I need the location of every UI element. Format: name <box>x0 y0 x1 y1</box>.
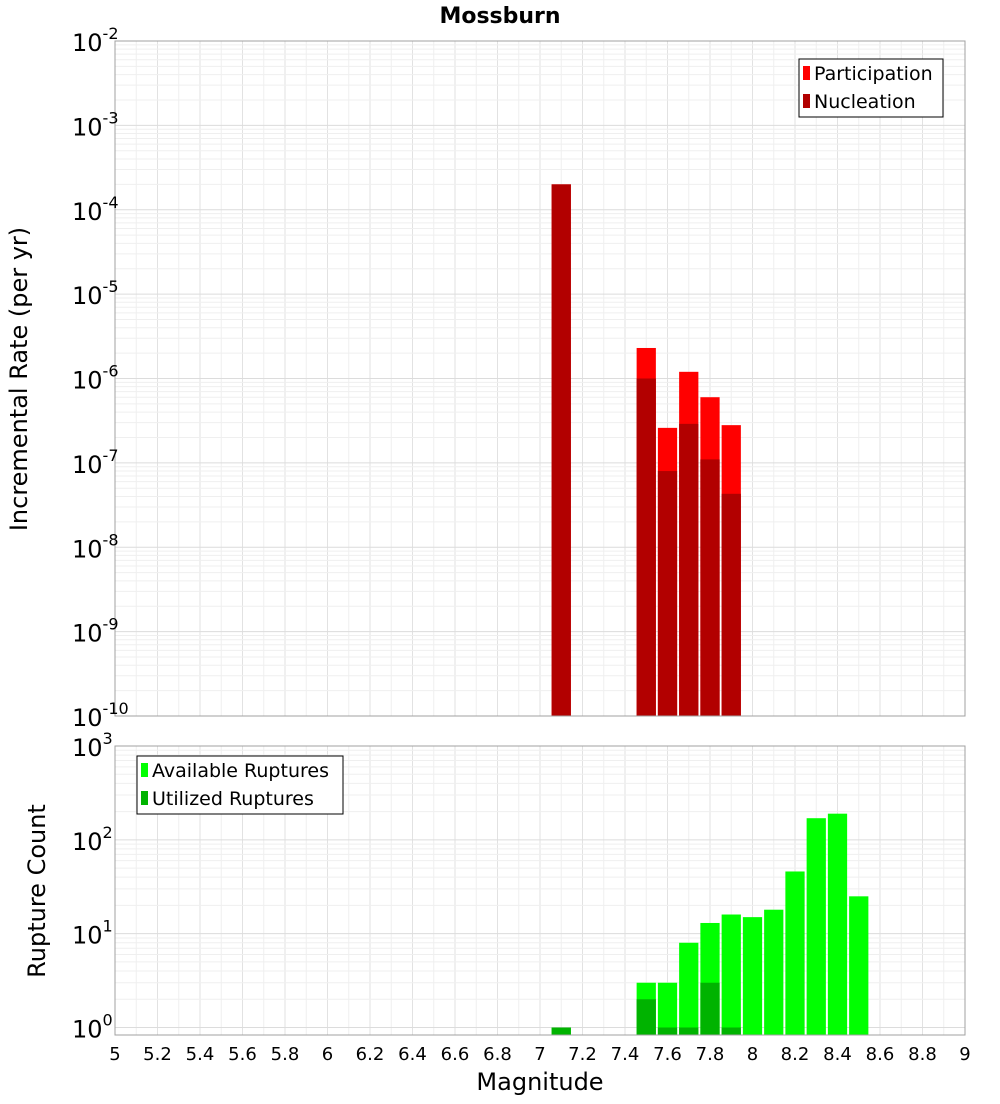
bottom-available-ruptures-bar <box>657 982 678 1035</box>
bottom-y-tick-label: 103 <box>72 729 113 762</box>
x-tick-label: 7.4 <box>611 1044 640 1065</box>
bottom-available-ruptures-bar <box>785 871 805 1035</box>
bottom-utilized-ruptures-bar <box>551 1027 571 1035</box>
x-tick-label: 6.2 <box>356 1044 385 1065</box>
bottom-utilized-ruptures-bar <box>721 1027 741 1035</box>
bottom-legend-swatch <box>141 791 148 805</box>
top-nucleation-bar <box>721 493 741 716</box>
bottom-y-axis-label: Rupture Count <box>23 804 51 978</box>
x-axis-label: Magnitude <box>476 1068 603 1096</box>
x-tick-label: 7.6 <box>653 1044 682 1065</box>
bottom-utilized-ruptures-bar <box>679 1027 699 1035</box>
bottom-y-tick-label: 100 <box>72 1010 113 1043</box>
x-tick-label: 8 <box>747 1044 758 1065</box>
top-y-tick-label: 10-2 <box>72 24 119 57</box>
top-legend-swatch <box>803 66 810 80</box>
bottom-available-ruptures-bar <box>806 818 826 1035</box>
top-legend-entry: Nucleation <box>814 91 916 113</box>
bottom-plot-border <box>114 745 966 1036</box>
top-y-tick-label: 10-6 <box>72 362 119 395</box>
x-tick-label: 5.6 <box>228 1044 257 1065</box>
top-legend-entry: Participation <box>814 63 933 85</box>
chart-title: Mossburn <box>439 4 560 29</box>
x-tick-label: 6.6 <box>441 1044 470 1065</box>
top-nucleation-bar <box>636 378 656 716</box>
bottom-y-tick-label: 101 <box>72 917 113 950</box>
x-tick-label: 5.8 <box>271 1044 300 1065</box>
bottom-legend-entry: Available Ruptures <box>152 760 329 782</box>
bottom-legend-box <box>136 755 344 815</box>
x-tick-label: 9 <box>959 1044 970 1065</box>
x-tick-label: 6 <box>322 1044 333 1065</box>
bottom-utilized-ruptures-bar <box>700 982 720 1035</box>
top-nucleation-bar <box>551 184 571 717</box>
bottom-utilized-ruptures-bar <box>657 1027 678 1035</box>
top-y-tick-label: 10-4 <box>72 193 119 226</box>
x-tick-label: 5.4 <box>186 1044 215 1065</box>
top-y-tick-label: 10-8 <box>72 530 119 563</box>
bottom-utilized-ruptures-bar <box>636 999 656 1035</box>
top-legend-swatch <box>803 94 810 108</box>
top-y-tick-label: 10-10 <box>72 699 129 732</box>
x-tick-label: 5 <box>109 1044 120 1065</box>
x-tick-label: 7.2 <box>568 1044 597 1065</box>
top-y-axis-label: Incremental Rate (per yr) <box>5 227 33 531</box>
bottom-available-ruptures-bar <box>827 813 848 1035</box>
x-tick-label: 8.4 <box>823 1044 852 1065</box>
x-tick-label: 8.2 <box>781 1044 810 1065</box>
bottom-available-ruptures-bar <box>764 909 784 1035</box>
bottom-legend-entry: Utilized Ruptures <box>152 788 314 810</box>
bottom-available-ruptures-bar <box>679 942 699 1035</box>
bottom-available-ruptures-bar <box>721 914 741 1035</box>
top-nucleation-bar <box>700 459 720 716</box>
x-tick-label: 7 <box>534 1044 545 1065</box>
x-tick-label: 8.8 <box>908 1044 937 1065</box>
top-y-tick-label: 10-5 <box>72 277 119 310</box>
bottom-available-ruptures-bar <box>742 917 763 1035</box>
bottom-y-tick-label: 102 <box>72 823 113 856</box>
x-tick-label: 6.8 <box>483 1044 512 1065</box>
top-nucleation-bar <box>679 423 699 716</box>
x-tick-label: 8.6 <box>866 1044 895 1065</box>
top-plot-border <box>114 40 966 717</box>
x-tick-label: 6.4 <box>398 1044 427 1065</box>
top-y-tick-label: 10-9 <box>72 615 119 648</box>
top-y-tick-label: 10-3 <box>72 108 119 141</box>
bottom-legend-swatch <box>141 763 148 777</box>
x-tick-label: 5.2 <box>143 1044 172 1065</box>
top-y-tick-label: 10-7 <box>72 446 119 479</box>
bottom-available-ruptures-bar <box>849 896 869 1035</box>
top-nucleation-bar <box>657 471 678 716</box>
top-legend-box <box>798 58 944 118</box>
x-tick-label: 7.8 <box>696 1044 725 1065</box>
